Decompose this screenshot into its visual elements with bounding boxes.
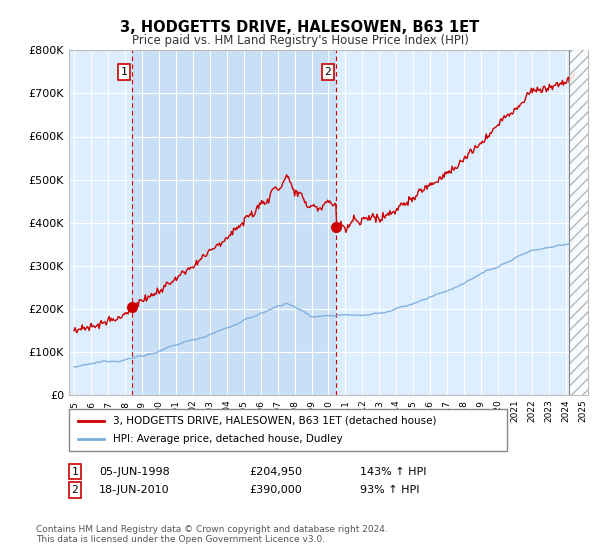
Text: 2: 2 — [325, 67, 331, 77]
Text: 93% ↑ HPI: 93% ↑ HPI — [360, 485, 419, 495]
FancyBboxPatch shape — [69, 409, 507, 451]
Text: 143% ↑ HPI: 143% ↑ HPI — [360, 466, 427, 477]
Text: 1: 1 — [71, 466, 79, 477]
Text: 2: 2 — [71, 485, 79, 495]
Text: 3, HODGETTS DRIVE, HALESOWEN, B63 1ET: 3, HODGETTS DRIVE, HALESOWEN, B63 1ET — [121, 20, 479, 35]
Bar — [133, 50, 337, 395]
Text: HPI: Average price, detached house, Dudley: HPI: Average price, detached house, Dudl… — [113, 434, 343, 444]
Text: £390,000: £390,000 — [249, 485, 302, 495]
Text: 18-JUN-2010: 18-JUN-2010 — [99, 485, 170, 495]
Text: 1: 1 — [121, 67, 127, 77]
Text: Contains HM Land Registry data © Crown copyright and database right 2024.
This d: Contains HM Land Registry data © Crown c… — [36, 525, 388, 544]
Text: 05-JUN-1998: 05-JUN-1998 — [99, 466, 170, 477]
Text: Price paid vs. HM Land Registry's House Price Index (HPI): Price paid vs. HM Land Registry's House … — [131, 34, 469, 46]
Text: £204,950: £204,950 — [249, 466, 302, 477]
Polygon shape — [569, 50, 588, 395]
Text: 3, HODGETTS DRIVE, HALESOWEN, B63 1ET (detached house): 3, HODGETTS DRIVE, HALESOWEN, B63 1ET (d… — [113, 416, 436, 426]
